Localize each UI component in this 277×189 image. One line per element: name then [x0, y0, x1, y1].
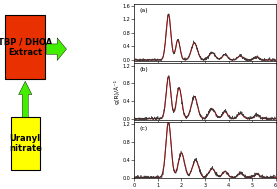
Text: (a): (a) — [140, 8, 149, 13]
FancyArrow shape — [19, 81, 32, 117]
Bar — [5, 15, 45, 79]
Y-axis label: g(R)/Å⁻¹: g(R)/Å⁻¹ — [114, 79, 120, 104]
Text: (c): (c) — [140, 126, 148, 131]
Text: (b): (b) — [140, 67, 149, 72]
FancyArrow shape — [47, 38, 66, 60]
Text: Uranyl
nitrate: Uranyl nitrate — [9, 134, 42, 153]
Bar — [11, 117, 40, 170]
Text: TBP / DHOA
Extract: TBP / DHOA Extract — [0, 38, 52, 57]
